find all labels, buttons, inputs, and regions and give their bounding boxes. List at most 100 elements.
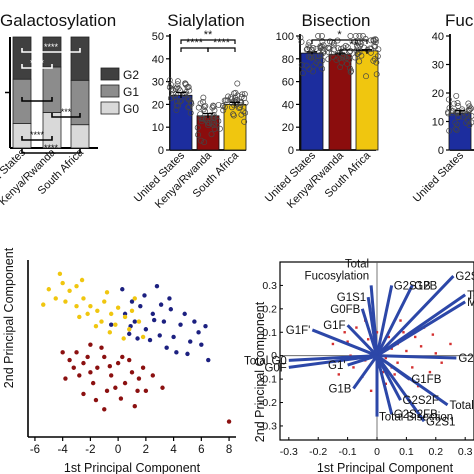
- observation-point: [393, 373, 396, 376]
- data-dot: [303, 46, 310, 53]
- y-tick-label: 40: [432, 31, 444, 43]
- loading-label: Total: [467, 290, 474, 302]
- data-dot: [298, 38, 305, 45]
- observation-point: [405, 349, 408, 353]
- data-dot: [363, 73, 369, 80]
- data-dot: [370, 36, 377, 43]
- data-dot: [330, 40, 337, 47]
- data-dot: [341, 53, 348, 60]
- data-dot: [172, 91, 179, 98]
- data-dot: [220, 107, 227, 114]
- observation-point: [402, 331, 405, 334]
- score-point: [188, 339, 193, 344]
- significance-bracket: [21, 149, 81, 154]
- data-dot: [242, 99, 249, 106]
- score-point: [127, 327, 132, 332]
- score-point: [71, 365, 76, 370]
- observation-point: [384, 356, 388, 360]
- data-dot: [370, 57, 377, 64]
- score-point: [120, 354, 125, 360]
- score-point: [157, 333, 162, 338]
- score-point: [161, 319, 167, 324]
- score-point: [136, 376, 142, 381]
- score-point: [132, 296, 137, 301]
- observation-point: [449, 342, 452, 346]
- score-point: [168, 307, 174, 312]
- score-point: [93, 323, 99, 329]
- loading-label: Fucosylation: [305, 270, 370, 282]
- significance-label: **: [204, 29, 213, 41]
- pca-scores-panel: -6 -4 -2 0 2 4 6 8 1st Principal Component 2nd …: [2, 247, 236, 474]
- data-dot: [234, 92, 241, 99]
- observation-point: [387, 335, 390, 339]
- stacked-bar-segment-g2: [12, 36, 32, 80]
- loading-label: G2S1B: [394, 280, 431, 292]
- loading-vector: [346, 324, 379, 357]
- bisection-title: Bisection: [302, 11, 371, 30]
- loading-label: G0F: [264, 362, 286, 374]
- score-point: [46, 287, 51, 292]
- data-dot: [325, 56, 332, 63]
- score-point: [203, 323, 208, 329]
- significance-bracket: [51, 113, 81, 118]
- score-point: [199, 342, 204, 347]
- data-dot: [330, 54, 337, 60]
- galactosylation-title: Galactosylation: [0, 11, 116, 30]
- data-dot: [451, 100, 457, 107]
- y-tick-label: 20: [152, 99, 164, 111]
- score-point: [102, 299, 107, 304]
- data-dot: [345, 53, 352, 60]
- score-point: [178, 322, 183, 327]
- score-point: [81, 391, 86, 397]
- score-point: [85, 311, 90, 317]
- score-point: [67, 288, 72, 293]
- significance-bracket: [207, 47, 236, 52]
- y-tick-label: 100: [276, 31, 294, 43]
- data-dot: [454, 121, 461, 128]
- loading-label: G2FB: [458, 353, 474, 365]
- score-point: [77, 314, 82, 320]
- data-dot: [310, 45, 317, 51]
- data-dot: [338, 59, 345, 66]
- data-dot: [166, 77, 173, 84]
- significance-bracket: [180, 39, 236, 44]
- observation-point: [399, 319, 402, 322]
- observation-point: [419, 345, 423, 348]
- score-point: [107, 364, 113, 369]
- score-point: [81, 360, 86, 366]
- data-dot: [202, 103, 209, 109]
- data-dot: [170, 91, 177, 98]
- data-dot: [211, 125, 218, 132]
- significance-bracket: [21, 97, 53, 102]
- data-dot: [319, 65, 326, 72]
- data-dot: [339, 54, 346, 61]
- data-dot: [299, 70, 306, 77]
- score-point: [171, 334, 176, 340]
- data-dot: [342, 42, 349, 49]
- y-tick-label: 40: [282, 99, 294, 111]
- x-tick-label: -0.1: [339, 446, 357, 458]
- score-point: [150, 311, 155, 317]
- score-point: [129, 370, 135, 375]
- y-tick-label: 60: [282, 77, 294, 89]
- significance-label: **: [349, 39, 358, 51]
- loading-vector: [311, 328, 378, 358]
- loading-vector: [352, 354, 379, 390]
- data-dot: [352, 33, 359, 39]
- loading-label: G1F': [286, 325, 311, 337]
- observation-point: [396, 361, 399, 364]
- loading-vector: [347, 354, 378, 367]
- data-dot: [315, 53, 321, 60]
- loading-label: G2S2F: [403, 395, 439, 407]
- data-dot: [175, 85, 182, 92]
- loading-vector: [375, 275, 455, 357]
- score-point: [88, 370, 93, 375]
- data-dot: [344, 61, 351, 67]
- score-point: [102, 407, 107, 412]
- data-dot: [347, 47, 354, 54]
- data-dot: [200, 106, 207, 113]
- data-dot: [466, 122, 473, 129]
- y-tick-label: -0.1: [259, 374, 277, 386]
